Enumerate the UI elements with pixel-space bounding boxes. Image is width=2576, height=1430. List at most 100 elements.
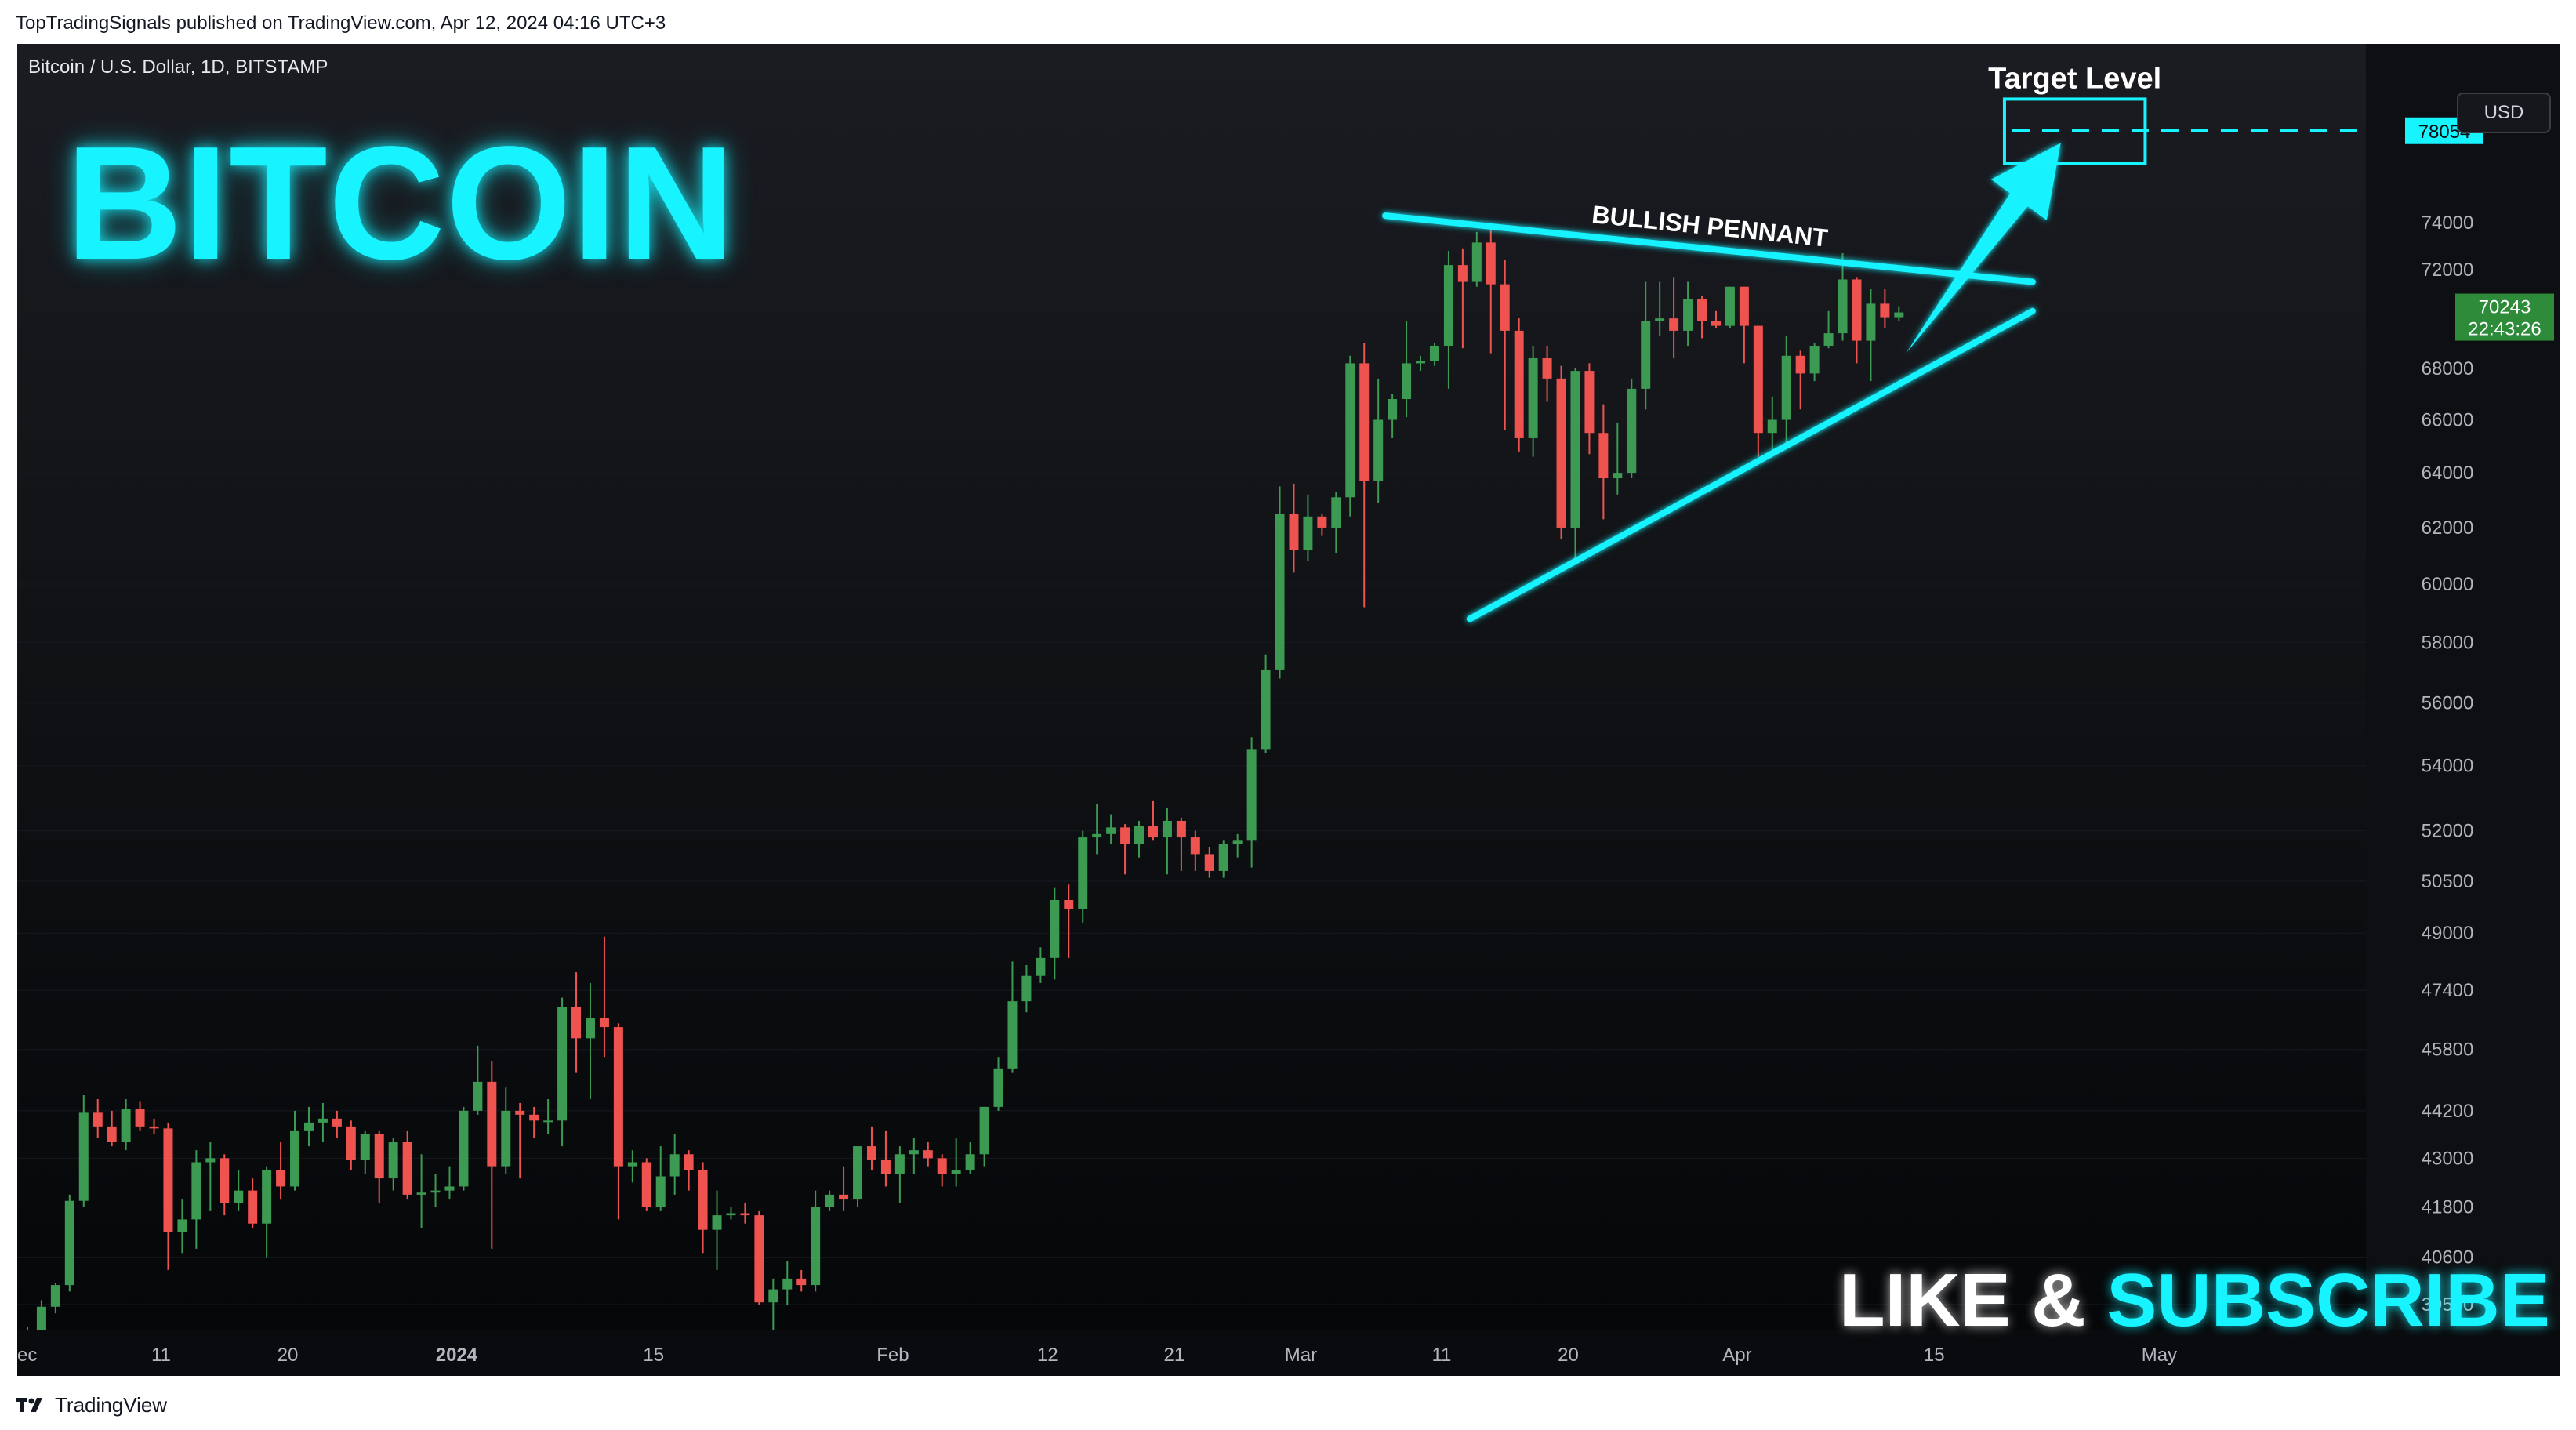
candle-body (1416, 361, 1426, 364)
y-tick-label: 60000 (2422, 574, 2474, 595)
candle-body (262, 1170, 272, 1224)
candle-body (177, 1219, 187, 1232)
candle-body (402, 1142, 412, 1195)
candle-body (1795, 355, 1805, 374)
candle-body (1275, 514, 1285, 670)
countdown-label: 22:43:26 (2468, 319, 2541, 340)
candle-body (1556, 378, 1566, 528)
candle-body (317, 1118, 328, 1123)
candle-body (1317, 516, 1327, 528)
candle-body (712, 1215, 722, 1230)
candle-body (1514, 330, 1524, 438)
candle-body (1500, 284, 1510, 331)
candle-body (303, 1122, 314, 1131)
x-tick-label: 20 (278, 1345, 299, 1366)
candle-body (1064, 900, 1074, 909)
y-tick-label: 41800 (2422, 1197, 2474, 1218)
candle-body (613, 1027, 623, 1167)
candle-body (149, 1126, 159, 1129)
candle-body (1894, 312, 1904, 318)
candle-body (1120, 827, 1130, 844)
x-tick-label: 20 (1558, 1345, 1579, 1366)
candle-body (388, 1142, 398, 1179)
candle-body (346, 1126, 356, 1160)
time-scale-bg (17, 1330, 2560, 1376)
candle-body (107, 1126, 117, 1143)
candle-body (768, 1289, 778, 1303)
candle-body (1457, 265, 1468, 282)
candle-body (1528, 358, 1538, 438)
x-tick-label: 12 (1037, 1345, 1058, 1366)
footer: TradingView (16, 1388, 167, 1422)
candle-body (1584, 371, 1595, 434)
candle-body (825, 1194, 835, 1207)
x-tick-label: 21 (1164, 1345, 1185, 1366)
candle-body (1725, 286, 1735, 326)
candle-body (1471, 242, 1482, 282)
candle-body (1753, 325, 1763, 434)
pattern-label: BULLISH PENNANT (1591, 200, 1830, 252)
candle-body (1050, 900, 1060, 958)
candle-body (1809, 345, 1820, 374)
candlestick-chart[interactable]: BULLISH PENNANT Target Level 39500 40600 41… (17, 44, 2560, 1376)
candle-body (571, 1007, 582, 1039)
candle-body (669, 1154, 680, 1177)
y-tick-label: 54000 (2422, 756, 2474, 777)
x-tick-label: Apr (1722, 1345, 1751, 1366)
candle-body (1669, 318, 1679, 331)
candle-body (1739, 286, 1749, 326)
candle-body (1542, 358, 1552, 379)
candle-body (1823, 333, 1834, 346)
candle-body (1092, 833, 1102, 838)
y-tick-label: 74000 (2422, 212, 2474, 234)
candle-body (1331, 497, 1341, 528)
candle-body (1289, 514, 1299, 550)
candle-body (1148, 826, 1158, 838)
x-tick-label: Feb (876, 1345, 909, 1366)
candle-body (1345, 363, 1355, 498)
candle-body (796, 1278, 807, 1286)
y-tick-label: 64000 (2422, 463, 2474, 484)
candle-body (135, 1109, 145, 1127)
candle-body (1429, 345, 1439, 361)
candle-body (78, 1112, 89, 1201)
tradingview-logo-icon[interactable] (16, 1395, 47, 1415)
current-price-label: 70243 (2479, 297, 2531, 318)
candle-body (993, 1068, 1003, 1107)
lower-trendline (1466, 307, 2036, 622)
y-tick-label: 52000 (2422, 821, 2474, 842)
candle-body (501, 1110, 511, 1167)
footer-brand[interactable]: TradingView (55, 1393, 168, 1417)
candle-body (1232, 840, 1243, 844)
candle-body (93, 1112, 103, 1127)
candle-body (627, 1162, 637, 1167)
candle-body (1359, 363, 1370, 481)
candle-body (1781, 355, 1791, 420)
like-subscribe-banner: LIKE & SUBSCRIBE (1839, 1263, 2550, 1338)
candle-body (1036, 957, 1046, 976)
candle-body (740, 1213, 750, 1216)
candle-body (951, 1170, 961, 1174)
y-tick-label: 72000 (2422, 260, 2474, 281)
candle-body (1303, 516, 1313, 550)
y-tick-label: 44200 (2422, 1101, 2474, 1122)
y-tick-label: 39500 (2422, 1294, 2474, 1316)
candle-body (332, 1118, 342, 1127)
y-tick-label: 62000 (2422, 517, 2474, 539)
x-tick-label: 15 (1924, 1345, 1945, 1366)
candle-body (444, 1186, 455, 1191)
candle-body (220, 1158, 230, 1203)
candle-body (1106, 827, 1116, 834)
x-tick-label: Mar (1285, 1345, 1317, 1366)
target-arrow-icon (1906, 143, 2061, 354)
candle-body (1613, 473, 1623, 479)
candle-body (529, 1114, 539, 1121)
published-header: TopTradingSignals published on TradingVi… (16, 13, 666, 34)
candle-body (1007, 1001, 1018, 1069)
currency-button[interactable]: USD (2457, 93, 2551, 133)
candle-body (1866, 303, 1876, 341)
candle-body (599, 1018, 609, 1028)
y-tick-label: 50500 (2422, 871, 2474, 892)
chart-panel[interactable]: BULLISH PENNANT Target Level 39500 40600 41… (17, 44, 2560, 1376)
candle-body (276, 1170, 286, 1187)
